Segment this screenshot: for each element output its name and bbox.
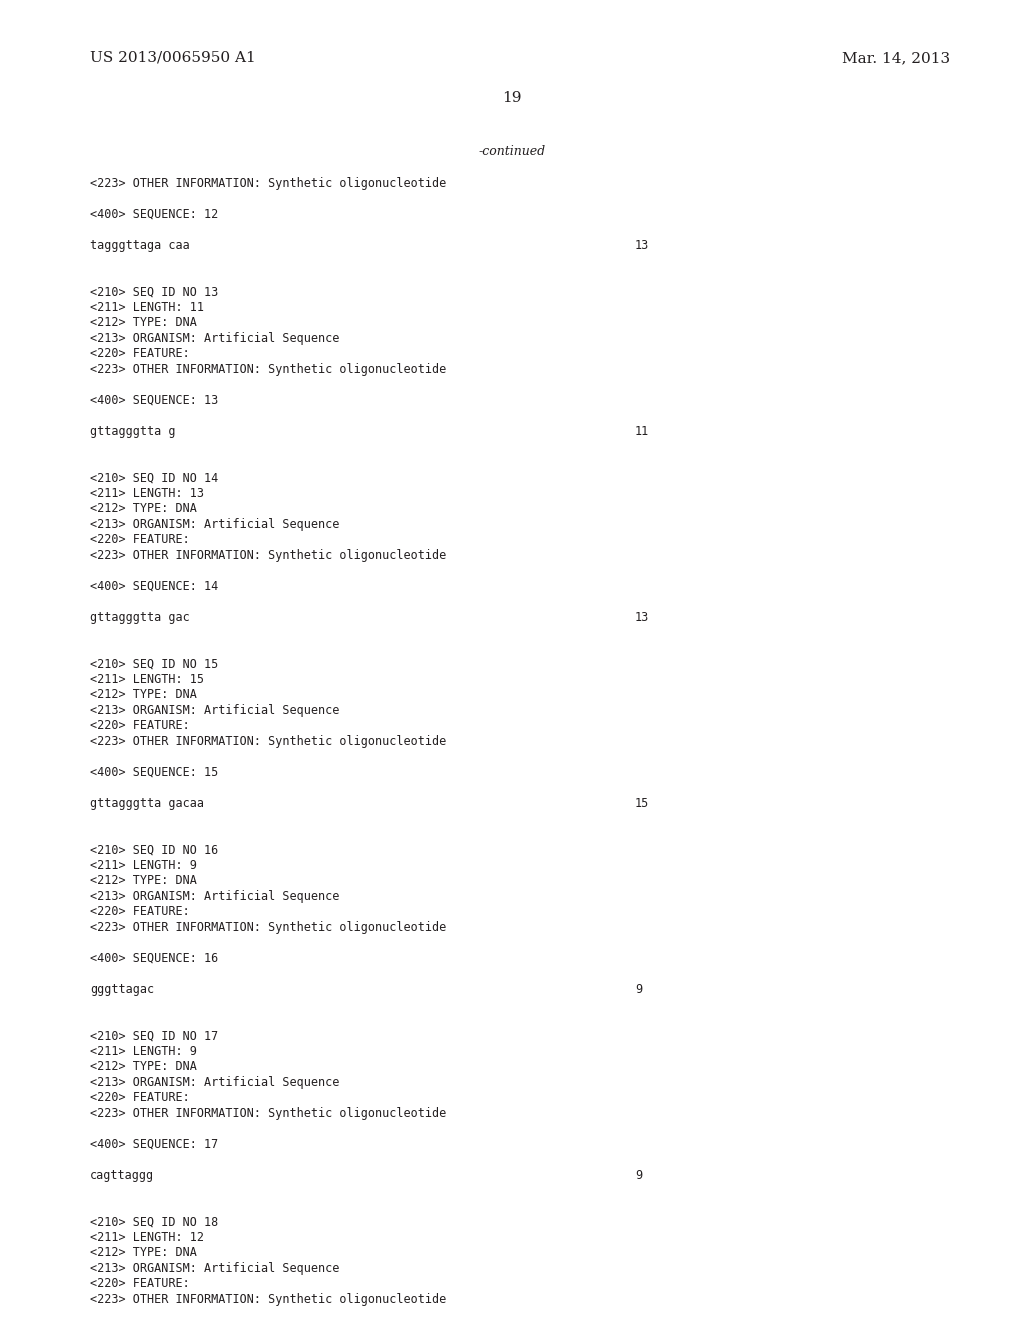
Text: <213> ORGANISM: Artificial Sequence: <213> ORGANISM: Artificial Sequence xyxy=(90,1076,339,1089)
Text: <212> TYPE: DNA: <212> TYPE: DNA xyxy=(90,874,197,887)
Text: gttagggtta g: gttagggtta g xyxy=(90,425,175,438)
Text: 19: 19 xyxy=(502,91,522,106)
Text: <400> SEQUENCE: 14: <400> SEQUENCE: 14 xyxy=(90,579,218,593)
Text: <210> SEQ ID NO 17: <210> SEQ ID NO 17 xyxy=(90,1030,218,1043)
Text: gggttagac: gggttagac xyxy=(90,983,155,997)
Text: 13: 13 xyxy=(635,239,649,252)
Text: <213> ORGANISM: Artificial Sequence: <213> ORGANISM: Artificial Sequence xyxy=(90,333,339,345)
Text: <211> LENGTH: 13: <211> LENGTH: 13 xyxy=(90,487,204,500)
Text: 15: 15 xyxy=(635,797,649,810)
Text: <220> FEATURE:: <220> FEATURE: xyxy=(90,1092,189,1105)
Text: <400> SEQUENCE: 13: <400> SEQUENCE: 13 xyxy=(90,393,218,407)
Text: <213> ORGANISM: Artificial Sequence: <213> ORGANISM: Artificial Sequence xyxy=(90,1262,339,1275)
Text: <223> OTHER INFORMATION: Synthetic oligonucleotide: <223> OTHER INFORMATION: Synthetic oligo… xyxy=(90,735,446,748)
Text: <220> FEATURE:: <220> FEATURE: xyxy=(90,1278,189,1291)
Text: <223> OTHER INFORMATION: Synthetic oligonucleotide: <223> OTHER INFORMATION: Synthetic oligo… xyxy=(90,1107,446,1119)
Text: <213> ORGANISM: Artificial Sequence: <213> ORGANISM: Artificial Sequence xyxy=(90,890,339,903)
Text: <400> SEQUENCE: 17: <400> SEQUENCE: 17 xyxy=(90,1138,218,1151)
Text: <210> SEQ ID NO 16: <210> SEQ ID NO 16 xyxy=(90,843,218,857)
Text: <210> SEQ ID NO 15: <210> SEQ ID NO 15 xyxy=(90,657,218,671)
Text: <211> LENGTH: 9: <211> LENGTH: 9 xyxy=(90,859,197,873)
Text: <223> OTHER INFORMATION: Synthetic oligonucleotide: <223> OTHER INFORMATION: Synthetic oligo… xyxy=(90,1294,446,1305)
Text: <220> FEATURE:: <220> FEATURE: xyxy=(90,533,189,546)
Text: <212> TYPE: DNA: <212> TYPE: DNA xyxy=(90,503,197,516)
Text: gttagggtta gacaa: gttagggtta gacaa xyxy=(90,797,204,810)
Text: <213> ORGANISM: Artificial Sequence: <213> ORGANISM: Artificial Sequence xyxy=(90,517,339,531)
Text: 11: 11 xyxy=(635,425,649,438)
Text: <210> SEQ ID NO 13: <210> SEQ ID NO 13 xyxy=(90,285,218,298)
Text: <223> OTHER INFORMATION: Synthetic oligonucleotide: <223> OTHER INFORMATION: Synthetic oligo… xyxy=(90,921,446,935)
Text: gttagggtta gac: gttagggtta gac xyxy=(90,611,189,624)
Text: <220> FEATURE:: <220> FEATURE: xyxy=(90,719,189,733)
Text: <220> FEATURE:: <220> FEATURE: xyxy=(90,347,189,360)
Text: <400> SEQUENCE: 12: <400> SEQUENCE: 12 xyxy=(90,209,218,220)
Text: <400> SEQUENCE: 16: <400> SEQUENCE: 16 xyxy=(90,952,218,965)
Text: <212> TYPE: DNA: <212> TYPE: DNA xyxy=(90,689,197,701)
Text: 9: 9 xyxy=(635,983,642,997)
Text: <223> OTHER INFORMATION: Synthetic oligonucleotide: <223> OTHER INFORMATION: Synthetic oligo… xyxy=(90,363,446,376)
Text: <223> OTHER INFORMATION: Synthetic oligonucleotide: <223> OTHER INFORMATION: Synthetic oligo… xyxy=(90,549,446,562)
Text: US 2013/0065950 A1: US 2013/0065950 A1 xyxy=(90,51,256,65)
Text: <211> LENGTH: 15: <211> LENGTH: 15 xyxy=(90,673,204,686)
Text: <223> OTHER INFORMATION: Synthetic oligonucleotide: <223> OTHER INFORMATION: Synthetic oligo… xyxy=(90,177,446,190)
Text: 13: 13 xyxy=(635,611,649,624)
Text: cagttaggg: cagttaggg xyxy=(90,1170,155,1181)
Text: <212> TYPE: DNA: <212> TYPE: DNA xyxy=(90,1246,197,1259)
Text: <212> TYPE: DNA: <212> TYPE: DNA xyxy=(90,317,197,330)
Text: <210> SEQ ID NO 18: <210> SEQ ID NO 18 xyxy=(90,1216,218,1229)
Text: <400> SEQUENCE: 15: <400> SEQUENCE: 15 xyxy=(90,766,218,779)
Text: 9: 9 xyxy=(635,1170,642,1181)
Text: <213> ORGANISM: Artificial Sequence: <213> ORGANISM: Artificial Sequence xyxy=(90,704,339,717)
Text: <212> TYPE: DNA: <212> TYPE: DNA xyxy=(90,1060,197,1073)
Text: <220> FEATURE:: <220> FEATURE: xyxy=(90,906,189,919)
Text: <211> LENGTH: 9: <211> LENGTH: 9 xyxy=(90,1045,197,1059)
Text: Mar. 14, 2013: Mar. 14, 2013 xyxy=(842,51,950,65)
Text: <211> LENGTH: 11: <211> LENGTH: 11 xyxy=(90,301,204,314)
Text: tagggttaga caa: tagggttaga caa xyxy=(90,239,189,252)
Text: -continued: -continued xyxy=(478,145,546,158)
Text: <211> LENGTH: 12: <211> LENGTH: 12 xyxy=(90,1232,204,1243)
Text: <210> SEQ ID NO 14: <210> SEQ ID NO 14 xyxy=(90,471,218,484)
